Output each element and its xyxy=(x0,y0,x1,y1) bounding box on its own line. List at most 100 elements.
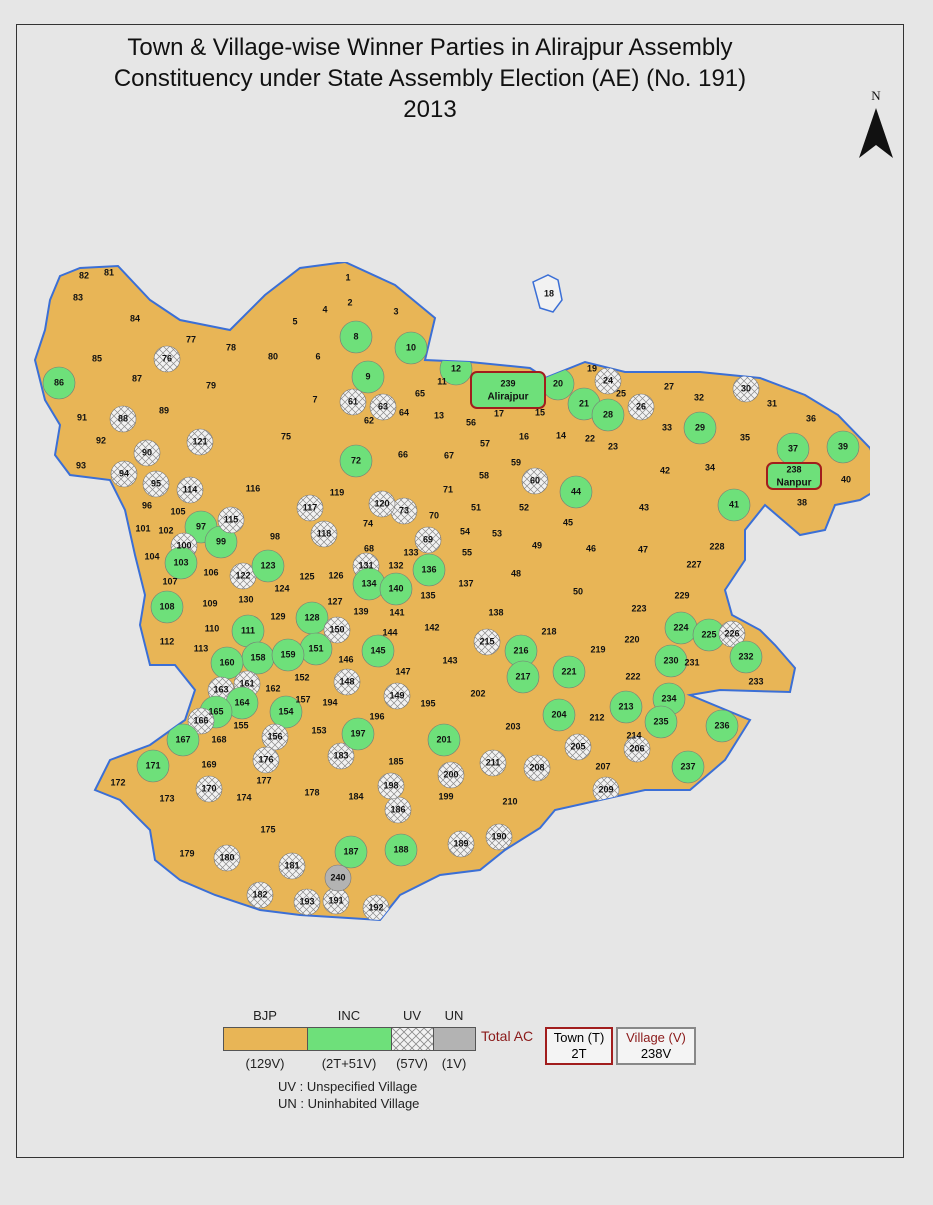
village-label-184: 184 xyxy=(348,791,363,801)
village-label-158: 158 xyxy=(250,652,265,662)
village-label-11: 11 xyxy=(437,376,447,386)
legend-swatch-inc xyxy=(307,1027,392,1051)
title-line-2: Constituency under State Assembly Electi… xyxy=(113,65,747,92)
village-88-uv xyxy=(109,405,137,433)
legend-count-un: (1V) xyxy=(441,1056,467,1071)
village-108-inc xyxy=(150,590,184,624)
village-182-uv xyxy=(246,881,274,909)
village-237-inc xyxy=(671,750,705,784)
village-label-234: 234 xyxy=(661,693,676,703)
village-label-140: 140 xyxy=(388,583,403,593)
village-label-230: 230 xyxy=(663,655,678,665)
legend-label-uv: UV xyxy=(402,1008,422,1023)
village-61-uv xyxy=(339,388,367,416)
village-label-82: 82 xyxy=(79,270,89,280)
village-label-60: 60 xyxy=(530,475,540,485)
village-label-205: 205 xyxy=(570,741,585,751)
village-180-uv xyxy=(213,844,241,872)
village-label-155: 155 xyxy=(233,720,248,730)
village-label-198: 198 xyxy=(383,780,398,790)
village-label-202: 202 xyxy=(470,688,485,698)
village-label-34: 34 xyxy=(705,462,715,472)
village-label-15: 15 xyxy=(535,407,545,417)
village-label-139: 139 xyxy=(353,606,368,616)
village-label-193: 193 xyxy=(299,896,314,906)
village-label-28: 28 xyxy=(603,409,613,419)
village-label-92: 92 xyxy=(96,435,106,445)
village-95-uv xyxy=(142,470,170,498)
village-159-inc xyxy=(271,638,305,672)
village-label-53: 53 xyxy=(492,528,502,538)
village-label-83: 83 xyxy=(73,292,83,302)
village-167-inc xyxy=(166,723,200,757)
village-label-154: 154 xyxy=(278,706,293,716)
village-label-203: 203 xyxy=(505,721,520,731)
village-150-uv xyxy=(323,616,351,644)
village-72-inc xyxy=(339,444,373,478)
un-abbreviation: UN : Uninhabited Village xyxy=(278,1096,420,1111)
village-189-uv xyxy=(447,830,475,858)
legend-count-inc: (2T+51V) xyxy=(321,1056,377,1071)
village-label-236: 236 xyxy=(714,720,729,730)
village-label-104: 104 xyxy=(144,551,159,561)
village-118-uv xyxy=(310,520,338,548)
village-label-26: 26 xyxy=(636,401,646,411)
village-label-45: 45 xyxy=(563,517,573,527)
village-label-145: 145 xyxy=(370,645,385,655)
village-90-uv xyxy=(133,439,161,467)
village-label-95: 95 xyxy=(151,478,161,488)
village-label-70: 70 xyxy=(429,510,439,520)
village-28-inc xyxy=(591,398,625,432)
village-label-228: 228 xyxy=(709,541,724,551)
village-188-inc xyxy=(384,833,418,867)
legend-label-inc: INC xyxy=(337,1008,361,1023)
label-layer: 1234567891011121314151617181920212223242… xyxy=(54,267,851,912)
village-label-93: 93 xyxy=(76,460,86,470)
village-label-150: 150 xyxy=(329,624,344,634)
village-117-uv xyxy=(296,494,324,522)
village-39-inc xyxy=(826,430,860,464)
village-label-216: 216 xyxy=(513,645,528,655)
village-label-29: 29 xyxy=(695,422,705,432)
village-label-211: 211 xyxy=(486,757,501,767)
village-115-uv xyxy=(217,506,245,534)
village-label-217: 217 xyxy=(515,671,530,681)
village-190-uv xyxy=(485,823,513,851)
village-label-188: 188 xyxy=(393,844,408,854)
village-label-50: 50 xyxy=(573,586,583,596)
village-label-168: 168 xyxy=(211,734,226,744)
village-label-97: 97 xyxy=(196,521,206,531)
village-label-37: 37 xyxy=(788,443,798,453)
village-63-uv xyxy=(369,393,397,421)
village-label-39: 39 xyxy=(838,441,848,451)
village-label-199: 199 xyxy=(438,791,453,801)
village-76-uv xyxy=(153,345,181,373)
village-label-122: 122 xyxy=(235,570,250,580)
village-label-144: 144 xyxy=(382,627,397,637)
village-213-inc xyxy=(609,690,643,724)
village-label-160: 160 xyxy=(219,657,234,667)
village-label-78: 78 xyxy=(226,342,236,352)
legend-swatch-bjp xyxy=(223,1027,308,1051)
village-label-94: 94 xyxy=(119,468,129,478)
village-label-208: 208 xyxy=(529,762,544,772)
village-label-76: 76 xyxy=(162,353,172,363)
village-label-114: 114 xyxy=(183,484,198,494)
village-label-56: 56 xyxy=(466,417,476,427)
village-label-20: 20 xyxy=(553,378,563,388)
village-label-113: 113 xyxy=(194,643,209,653)
legend-swatch-uv xyxy=(391,1027,434,1051)
village-label-77: 77 xyxy=(186,334,196,344)
village-label-47: 47 xyxy=(638,544,648,554)
village-label-153: 153 xyxy=(311,725,326,735)
village-count-box: Village (V) 238V xyxy=(616,1027,696,1065)
village-label-84: 84 xyxy=(130,313,140,323)
village-label-54: 54 xyxy=(460,526,470,536)
village-236-inc xyxy=(705,709,739,743)
village-145-inc xyxy=(361,634,395,668)
town-alirajpur xyxy=(470,371,546,409)
village-label-225: 225 xyxy=(701,629,716,639)
north-label: N xyxy=(871,88,881,103)
village-label-223: 223 xyxy=(631,603,646,613)
village-label-171: 171 xyxy=(145,760,160,770)
